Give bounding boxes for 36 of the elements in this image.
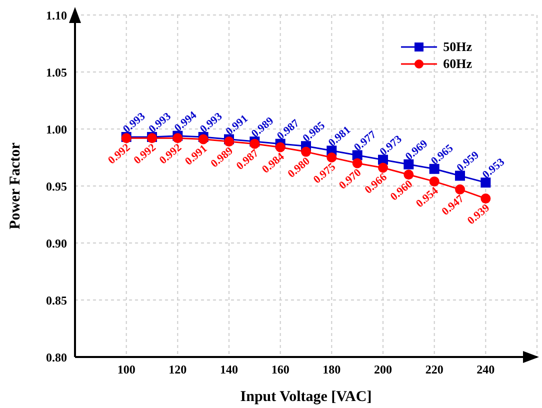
point [301,146,311,157]
x-tick-label: 120 [168,362,187,377]
point [480,194,491,204]
point [275,142,286,152]
point [455,184,465,194]
y-tick-label: 1.10 [46,8,67,22]
point [429,164,440,174]
point [172,133,183,144]
x-tick-label: 180 [322,362,341,377]
point [429,176,440,186]
x-tick-label: 200 [374,362,392,377]
y-tick-label: 1.05 [46,65,67,80]
point [224,136,234,147]
legend-label: 60Hz [443,56,472,72]
legend-label: 50Hz [443,38,472,54]
point [404,170,414,180]
y-tick-label: 0.85 [46,293,67,308]
y-tick-label: 0.80 [46,350,67,364]
point [455,170,465,181]
y-tick-label: 0.90 [46,236,67,250]
x-tick-label: 220 [425,362,444,377]
y-axis-title: Power Factor [7,142,24,230]
point [352,150,362,160]
x-tick-label: 140 [220,362,238,377]
x-tick-label: 240 [476,362,495,377]
y-tick-label: 1.00 [46,122,67,136]
point [326,152,337,162]
point [352,158,362,168]
point [378,162,388,173]
x-tick-label: 160 [271,362,290,377]
x-tick-label: 100 [117,362,136,377]
point [198,134,208,144]
y-tick-label: 0.95 [46,179,67,194]
point [480,178,491,188]
x-axis-title: Input Voltage [VAC] [240,389,372,405]
point [404,159,414,170]
